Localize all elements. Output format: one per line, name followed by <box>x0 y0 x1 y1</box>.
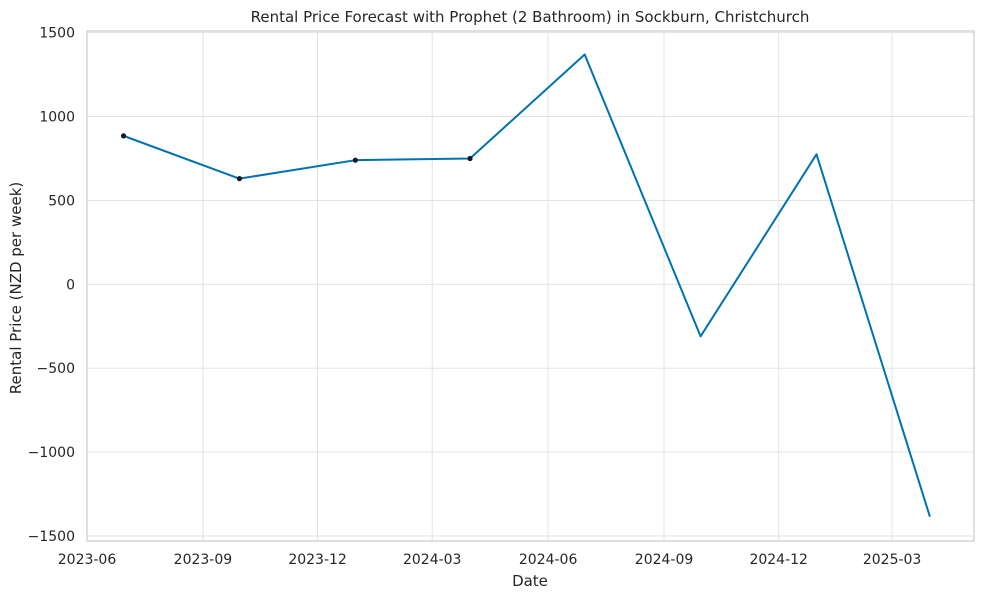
forecast-series <box>123 53 931 517</box>
x-tick-label: 2024-09 <box>635 552 694 568</box>
y-tick-label: 500 <box>48 193 75 209</box>
y-tick-label: −1000 <box>28 445 75 461</box>
chart-title: Rental Price Forecast with Prophet (2 Ba… <box>251 8 810 26</box>
y-tick-label: 1500 <box>39 26 75 42</box>
observed-point <box>467 155 473 162</box>
plot-area-frame <box>86 30 975 542</box>
x-tick-label: 2024-12 <box>749 552 808 568</box>
observed-series <box>120 133 473 182</box>
y-tick-label: −1500 <box>28 529 75 545</box>
x-tick-label: 2024-03 <box>403 552 462 568</box>
y-axis-ticks: 1500 1000 500 0 −500 −1000 −1500 <box>28 26 75 545</box>
observed-point <box>236 176 243 182</box>
x-tick-label: 2024-06 <box>519 552 578 568</box>
grid-lines <box>86 31 974 541</box>
x-axis-label: Date <box>512 572 548 590</box>
observed-point <box>120 133 127 139</box>
x-tick-label: 2023-09 <box>174 552 233 568</box>
x-tick-label: 2025-03 <box>863 552 922 568</box>
y-axis-label: Rental Price (NZD per week) <box>7 182 25 394</box>
y-tick-label: 0 <box>66 277 75 293</box>
y-tick-label: 1000 <box>39 110 75 126</box>
y-tick-label: −500 <box>37 361 75 377</box>
x-tick-label: 2023-12 <box>288 552 347 568</box>
observed-point <box>352 157 358 163</box>
forecast-line <box>123 53 931 517</box>
x-tick-label: 2023-06 <box>58 552 117 568</box>
x-axis-ticks: 2023-06 2023-09 2023-12 2024-03 2024-06 2024-… <box>58 552 922 568</box>
